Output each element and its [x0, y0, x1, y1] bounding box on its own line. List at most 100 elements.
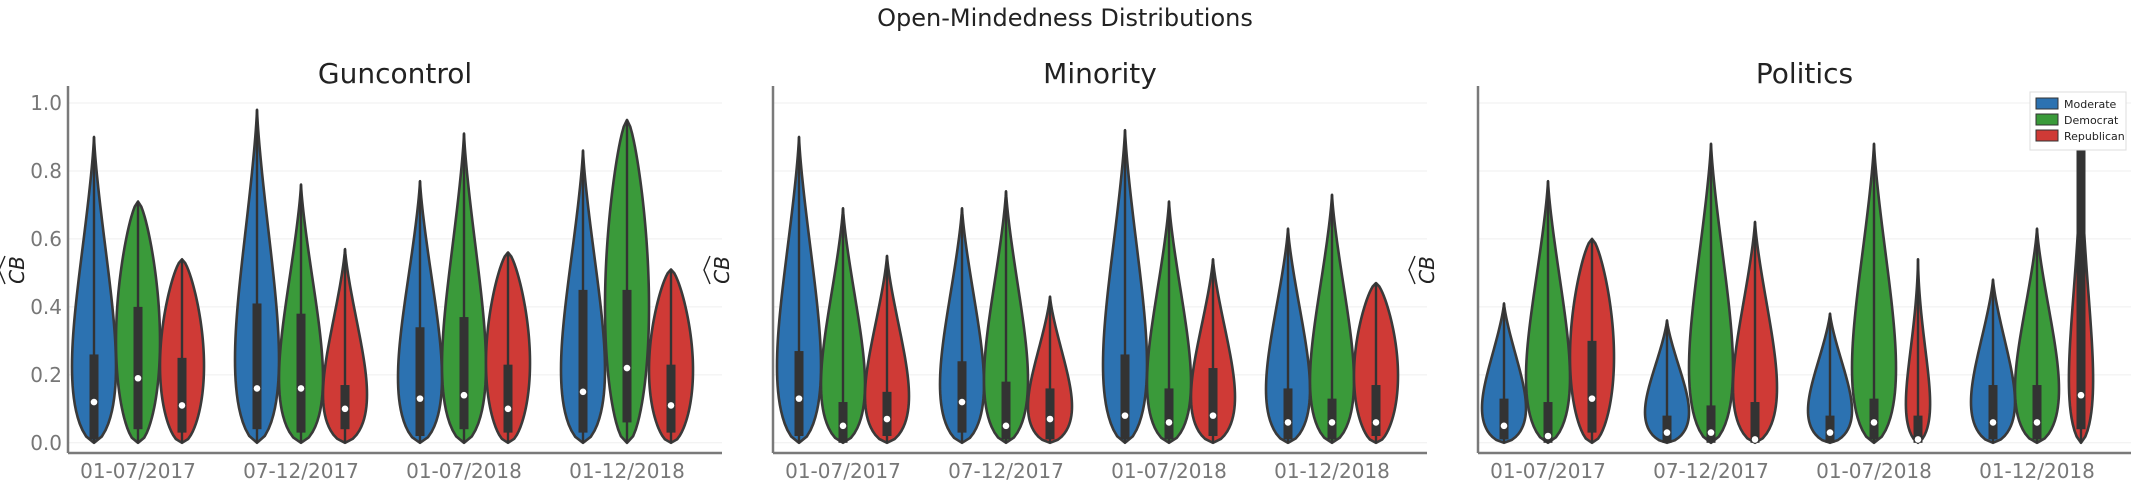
- violin-iqr-box: [1499, 398, 1509, 440]
- violin-moderate-1: [938, 207, 986, 445]
- violin-iqr-box: [838, 402, 848, 443]
- violin-republican-2: [1189, 258, 1237, 445]
- violin-moderate-2: [396, 179, 444, 445]
- violin-iqr-box: [2076, 147, 2086, 430]
- violin-moderate-0: [1480, 302, 1528, 445]
- violin-moderate-3: [1969, 278, 2017, 445]
- x-tick-label: 07-12/2017: [948, 459, 1064, 483]
- violin-republican-1: [1026, 295, 1074, 445]
- legend-swatch-republican: [2035, 129, 2059, 142]
- violin-republican-1: [1731, 220, 1779, 445]
- violin-median-dot: [178, 402, 186, 409]
- violin-median-dot: [1328, 419, 1336, 426]
- legend-swatch-moderate: [2035, 97, 2059, 110]
- panel-title: Minority: [1043, 57, 1157, 90]
- violin-median-dot: [134, 374, 142, 382]
- x-tick-label: 01-12/2018: [1979, 459, 2095, 483]
- violin-median-dot: [1284, 419, 1292, 426]
- violin-democrat-0: [1524, 179, 1572, 445]
- legend-label-moderate: Moderate: [2064, 98, 2117, 111]
- violin-median-dot: [1209, 412, 1217, 419]
- violin-democrat-1: [277, 183, 325, 445]
- x-tick-label: 01-07/2017: [1490, 459, 1606, 483]
- legend-label-republican: Republican: [2064, 130, 2125, 143]
- x-tick-label: 07-12/2017: [243, 459, 359, 483]
- x-tick-label: 01-07/2018: [1111, 459, 1227, 483]
- violin-moderate-3: [559, 149, 607, 445]
- violin-moderate-2: [1806, 312, 1854, 445]
- y-axis-label-text: CB: [710, 256, 734, 284]
- violin-moderate-0: [70, 135, 118, 445]
- violin-iqr-box: [177, 357, 187, 433]
- violin-moderate-2: [1101, 128, 1149, 445]
- violin-iqr-box: [1913, 415, 1923, 443]
- violin-median-dot: [2077, 391, 2085, 399]
- violin-iqr-box: [1164, 388, 1174, 440]
- violin-iqr-box: [415, 327, 425, 437]
- violin-moderate-1: [1643, 319, 1691, 445]
- violin-iqr-box: [1283, 388, 1293, 440]
- violin-iqr-box: [89, 354, 99, 440]
- violin-iqr-box: [666, 364, 676, 433]
- y-axis-label-hat: [703, 255, 711, 285]
- violin-median-dot: [1544, 432, 1552, 440]
- violin-republican-3: [2067, 145, 2095, 445]
- violin-iqr-box: [296, 313, 306, 433]
- violin-median-dot: [2033, 419, 2041, 426]
- violin-iqr-box: [1208, 368, 1218, 437]
- violin-democrat-1: [1687, 142, 1735, 445]
- violin-median-dot: [1372, 419, 1380, 426]
- violin-median-dot: [1707, 429, 1715, 436]
- violin-median-dot: [883, 415, 891, 423]
- violin-democrat-2: [440, 132, 488, 445]
- violin-republican-0: [863, 254, 911, 445]
- y-tick-label: 0.6: [30, 227, 62, 251]
- y-axis-label: CB: [0, 255, 29, 285]
- y-axis-label-text: CB: [5, 256, 29, 284]
- legend-swatch-democrat: [2035, 113, 2059, 126]
- violin-median-dot: [667, 402, 675, 409]
- violin-iqr-box: [1371, 385, 1381, 437]
- violin-median-dot: [1500, 422, 1508, 430]
- violin-iqr-box: [1706, 405, 1716, 443]
- y-tick-label: 1.0: [30, 91, 62, 115]
- violin-republican-2: [484, 251, 532, 445]
- x-tick-label: 01-12/2018: [1274, 459, 1390, 483]
- y-axis-label-text: CB: [1415, 256, 1439, 284]
- violin-median-dot: [1588, 395, 1596, 402]
- violin-iqr-box: [1988, 385, 1998, 440]
- violin-iqr-box: [503, 364, 513, 433]
- violin-median-dot: [253, 385, 261, 392]
- violin-median-dot: [1826, 429, 1834, 436]
- violin-iqr-box: [1825, 415, 1835, 443]
- violin-median-dot: [341, 405, 349, 413]
- violin-median-dot: [460, 391, 468, 399]
- x-tick-label: 01-07/2017: [80, 459, 196, 483]
- y-axis-label-hat: [1408, 255, 1416, 285]
- violin-median-dot: [1046, 415, 1054, 423]
- y-axis-label-hat: [0, 255, 6, 285]
- y-tick-label: 0.2: [30, 363, 62, 387]
- violin-iqr-box: [578, 289, 588, 433]
- violin-median-dot: [1663, 429, 1671, 436]
- violin-iqr-box: [252, 303, 262, 430]
- violin-iqr-box: [1543, 402, 1553, 443]
- violin-republican-3: [647, 268, 695, 445]
- panel-politics: Politics CB 01-07/2017 07-12/2017 01-07/2018…: [1408, 57, 2131, 483]
- violin-democrat-1: [982, 190, 1030, 445]
- violin-iqr-box: [133, 306, 143, 430]
- violin-iqr-box: [1662, 415, 1672, 443]
- violin-iqr-box: [957, 361, 967, 433]
- violin-iqr-box: [1869, 398, 1879, 440]
- violin-iqr-box: [1120, 354, 1130, 440]
- panel-title: Guncontrol: [318, 57, 472, 90]
- violin-iqr-box: [622, 289, 632, 423]
- violin-median-dot: [504, 405, 512, 413]
- violin-median-dot: [1870, 419, 1878, 426]
- violin-democrat-3: [603, 118, 651, 445]
- panel-title: Politics: [1756, 57, 1853, 90]
- violin-iqr-box: [1327, 398, 1337, 440]
- y-tick-label: 0.8: [30, 159, 62, 183]
